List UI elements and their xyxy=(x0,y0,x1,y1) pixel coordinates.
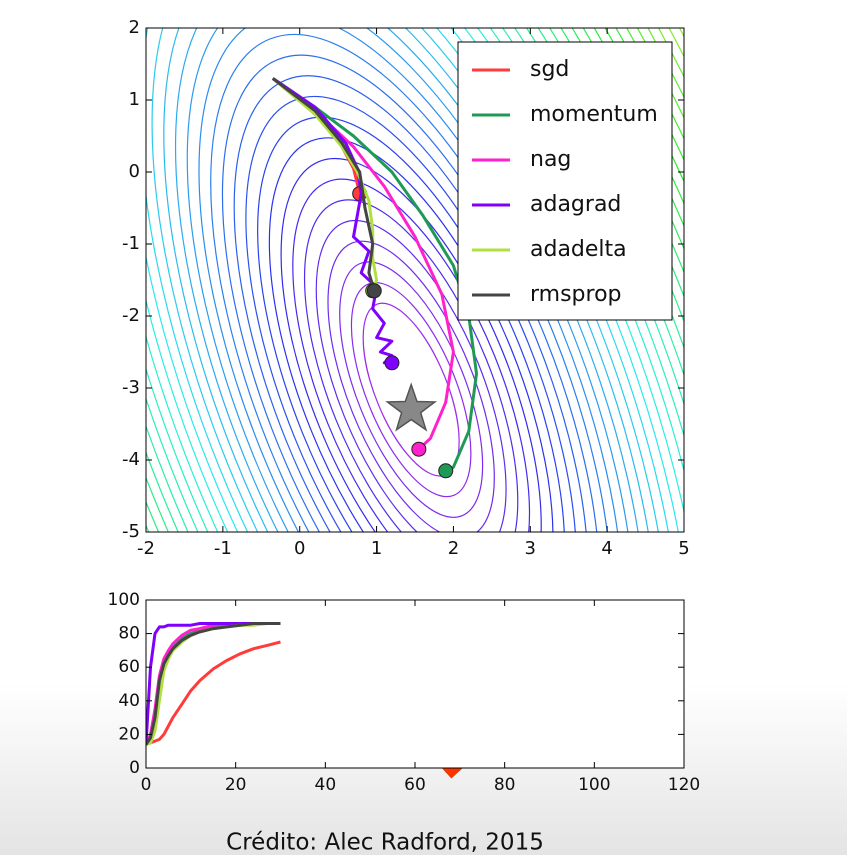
legend-label: adadelta xyxy=(530,237,627,262)
y-tick-label: -5 xyxy=(122,521,140,542)
x-tick-label: 80 xyxy=(494,775,516,795)
contour xyxy=(292,178,531,532)
y-tick-label: 40 xyxy=(118,691,140,711)
series-line xyxy=(146,622,281,746)
y-tick-label: 2 xyxy=(129,17,140,38)
contour xyxy=(280,157,542,532)
end-marker xyxy=(384,355,400,371)
y-tick-label: 20 xyxy=(118,724,140,744)
contour xyxy=(233,75,589,532)
end-marker xyxy=(411,441,427,457)
series-line xyxy=(271,77,379,292)
x-tick-label: 100 xyxy=(578,775,610,795)
end-marker xyxy=(366,283,382,299)
contour xyxy=(268,137,554,532)
legend-label: sgd xyxy=(530,57,569,82)
y-tick-label: 0 xyxy=(129,161,140,182)
plot xyxy=(146,622,281,746)
y-tick-label: 80 xyxy=(118,624,140,644)
chart: 0 20 40 60 80 100 120 0 20 40 60 80 100 xyxy=(108,590,701,795)
contour xyxy=(327,240,495,532)
contour xyxy=(339,261,484,518)
y-tick-label: 100 xyxy=(108,590,140,610)
contour xyxy=(198,28,624,532)
contour xyxy=(210,33,613,532)
legend-label: adagrad xyxy=(530,192,621,217)
x-tick-label: -2 xyxy=(137,538,155,559)
minimum-star xyxy=(385,382,438,432)
x-tick-label: -1 xyxy=(214,538,232,559)
contour xyxy=(245,95,578,532)
contour xyxy=(221,54,601,532)
series-line xyxy=(271,77,478,473)
caption: Crédito: Alec Radford, 2015 xyxy=(226,830,544,856)
x-tick-label: 5 xyxy=(678,538,689,559)
x-tick-label: 0 xyxy=(294,538,305,559)
y-tick-label: 60 xyxy=(118,657,140,677)
legend-label: rmsprop xyxy=(530,282,622,307)
x-tick-label: 120 xyxy=(668,775,700,795)
x-tick-label: 2 xyxy=(448,538,459,559)
contour xyxy=(350,281,472,498)
legend-label: nag xyxy=(530,147,571,172)
contour xyxy=(315,219,507,532)
plot-area xyxy=(146,600,684,768)
plot-frame xyxy=(145,27,685,533)
x-tick-label: 4 xyxy=(601,538,612,559)
x-tick-label: 0 xyxy=(141,775,152,795)
y-tick-label: -3 xyxy=(122,377,140,398)
y-tick-label: -4 xyxy=(122,449,140,470)
x-tick-label: 60 xyxy=(404,775,426,795)
legend-label: momentum xyxy=(530,102,658,127)
legend-box xyxy=(457,41,673,321)
contour xyxy=(186,28,636,532)
contour xyxy=(303,199,519,532)
contour xyxy=(174,28,648,532)
contour xyxy=(257,116,566,532)
x-tick-label: 40 xyxy=(315,775,337,795)
x-tick-label: 1 xyxy=(371,538,382,559)
y-tick-label: 1 xyxy=(129,89,140,110)
y-tick-label: -2 xyxy=(122,305,140,326)
series-line xyxy=(146,640,281,746)
x-tick-label: 20 xyxy=(225,775,247,795)
y-tick-label: -1 xyxy=(122,233,140,254)
x-tick-label: 3 xyxy=(525,538,536,559)
series-line xyxy=(271,77,376,292)
end-marker xyxy=(438,463,454,479)
y-tick-label: 0 xyxy=(129,758,140,778)
